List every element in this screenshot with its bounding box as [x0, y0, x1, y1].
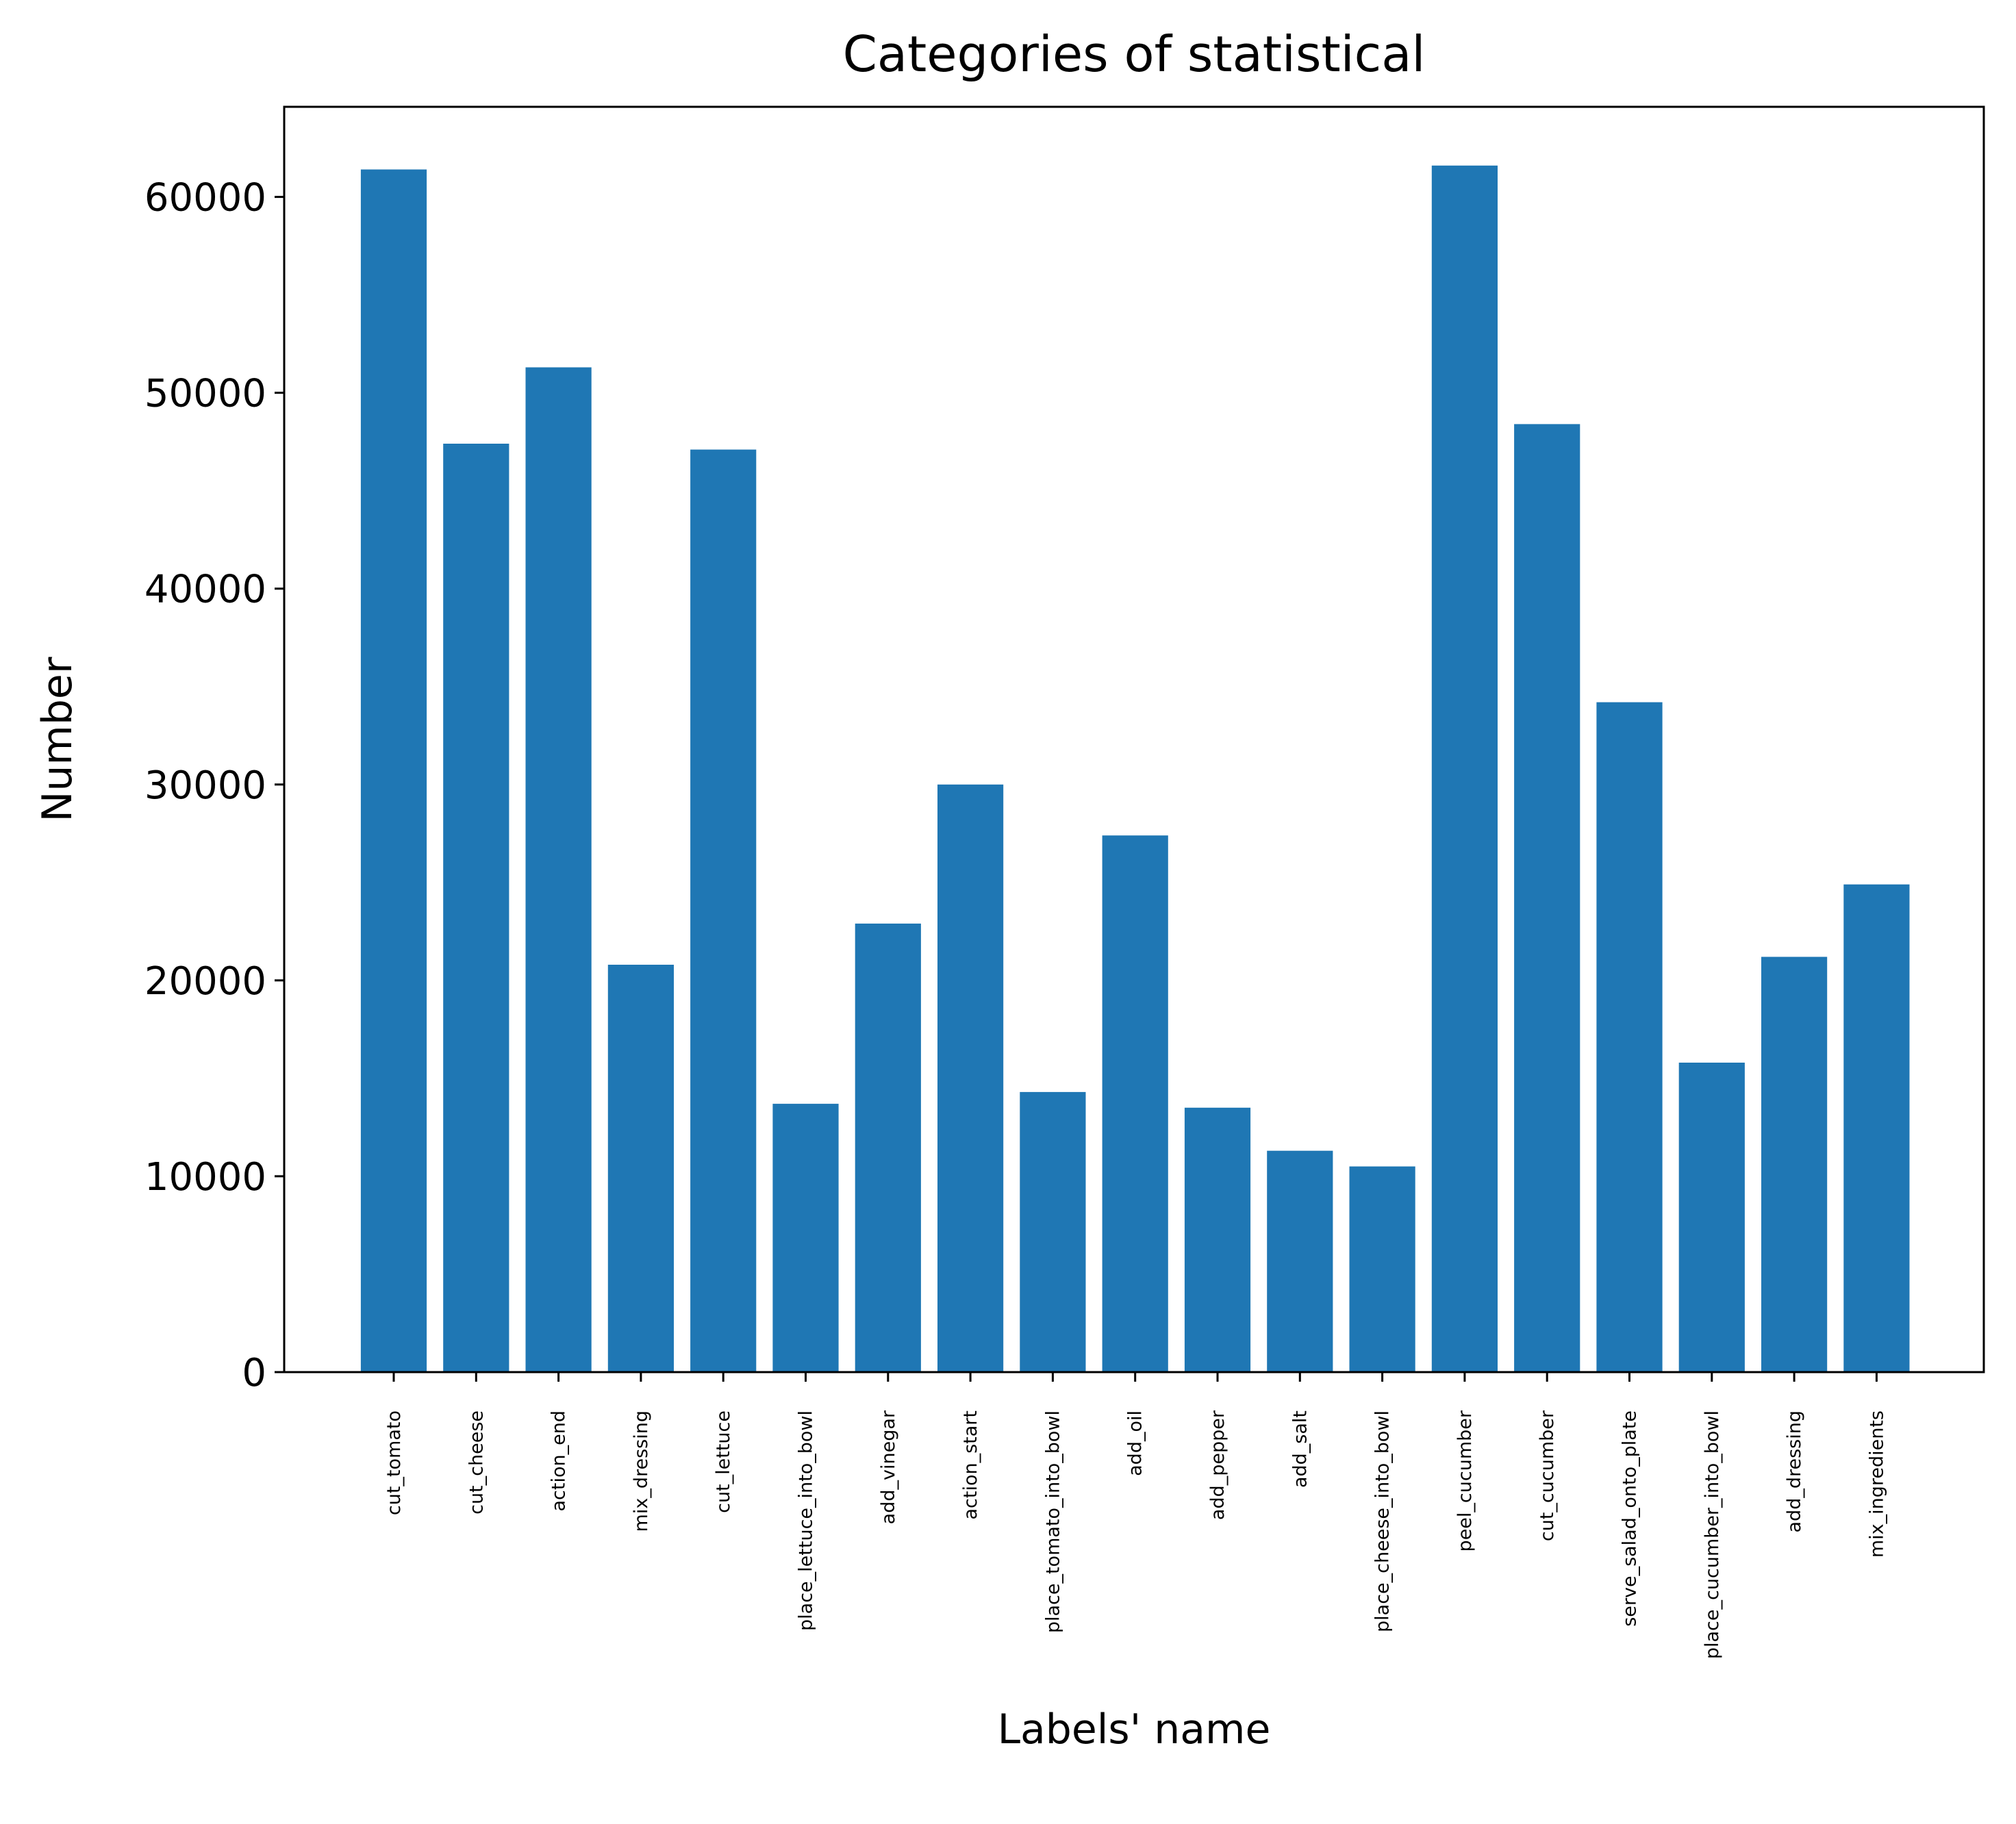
bar-add-salt — [1267, 1150, 1333, 1372]
bar-mix-ingredients — [1843, 884, 1910, 1372]
x-tick-label: place_tomato_into_bowl — [1042, 1410, 1063, 1633]
plot-frame — [283, 105, 1985, 1373]
y-tick-label: 50000 — [144, 372, 266, 416]
bar-place-cheese-into-bowl — [1349, 1166, 1415, 1372]
bar-action-end — [525, 367, 592, 1372]
x-tick-label: action_end — [549, 1410, 570, 1511]
x-tick-label: add_vinegar — [878, 1410, 899, 1524]
bar-add-vinegar — [855, 923, 921, 1372]
bar-add-dressing — [1761, 957, 1828, 1372]
x-tick-label: action_start — [960, 1410, 981, 1520]
x-tick-label: cut_cucumber — [1537, 1410, 1558, 1541]
y-tick-label: 30000 — [144, 763, 266, 808]
bar-mix-dressing — [607, 965, 674, 1372]
bar-action-start — [937, 784, 1004, 1372]
x-axis: cut_tomato cut_cheese action_end mix_dressi… — [383, 1372, 1887, 1659]
x-tick-label: place_lettuce_into_bowl — [796, 1410, 817, 1631]
y-tick-label: 0 — [242, 1351, 266, 1395]
y-tick-label: 10000 — [144, 1155, 266, 1200]
bar-place-cucumber-into-bowl — [1678, 1063, 1745, 1372]
bar-add-oil — [1102, 835, 1168, 1372]
x-axis-label: Labels' name — [998, 1706, 1271, 1753]
x-tick-label: cut_tomato — [383, 1410, 405, 1515]
bar-cut-cheese — [443, 444, 509, 1372]
bar-cut-lettuce — [690, 449, 757, 1372]
x-tick-label: add_salt — [1289, 1410, 1311, 1488]
x-tick-label: serve_salad_onto_plate — [1620, 1410, 1641, 1627]
bars-layer — [360, 165, 1910, 1372]
x-tick-label: cut_cheese — [466, 1410, 487, 1515]
bar-peel-cucumber — [1431, 165, 1498, 1372]
bar-cut-tomato — [360, 169, 427, 1372]
bar-serve-salad-onto-plate — [1596, 702, 1663, 1372]
y-tick-label: 60000 — [144, 176, 266, 220]
x-tick-label: place_cucumber_into_bowl — [1702, 1410, 1723, 1659]
x-tick-label: cut_lettuce — [713, 1410, 734, 1513]
x-tick-label: place_cheese_into_bowl — [1372, 1410, 1394, 1632]
x-tick-label: mix_ingredients — [1866, 1410, 1887, 1558]
x-tick-label: add_dressing — [1784, 1410, 1805, 1532]
x-tick-label: add_pepper — [1207, 1410, 1228, 1520]
y-tick-label: 40000 — [144, 568, 266, 612]
y-tick-label: 20000 — [144, 959, 266, 1004]
x-tick-label: add_oil — [1125, 1410, 1146, 1476]
bar-place-tomato-into-bowl — [1020, 1091, 1086, 1372]
bar-cut-cucumber — [1514, 424, 1580, 1372]
bar-place-lettuce-into-bowl — [772, 1104, 839, 1372]
y-axis: 0 10000 20000 30000 40000 50000 60000 — [144, 176, 284, 1395]
x-tick-label: mix_dressing — [631, 1410, 652, 1532]
bar-add-pepper — [1184, 1107, 1251, 1372]
y-axis-label: Number — [34, 657, 81, 822]
x-tick-label: peel_cucumber — [1454, 1410, 1476, 1551]
chart-title: Categories of statistical — [843, 25, 1426, 83]
